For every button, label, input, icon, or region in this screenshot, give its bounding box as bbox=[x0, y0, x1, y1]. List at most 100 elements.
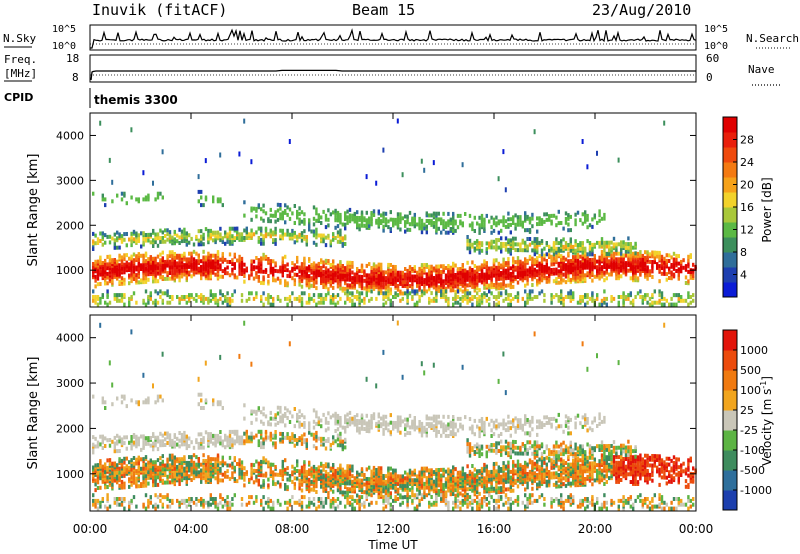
power-cell bbox=[370, 211, 373, 215]
power-cell bbox=[557, 280, 560, 285]
power-cell bbox=[404, 267, 407, 271]
power-cell bbox=[500, 282, 503, 287]
power-cell bbox=[176, 239, 179, 244]
power-cell bbox=[507, 217, 510, 222]
power-cell bbox=[663, 266, 666, 271]
power-cell bbox=[672, 293, 676, 298]
power-cell bbox=[298, 298, 301, 303]
power-cell bbox=[514, 236, 517, 241]
power-cell bbox=[639, 253, 642, 258]
power-cell bbox=[281, 265, 284, 270]
power-cell bbox=[161, 298, 164, 303]
power-cell bbox=[365, 224, 368, 228]
power-cell bbox=[605, 276, 608, 281]
velocity-cell bbox=[202, 502, 205, 507]
power-cell bbox=[495, 284, 498, 289]
power-cell bbox=[120, 259, 124, 264]
power-cell bbox=[389, 268, 392, 273]
velocity-cells bbox=[92, 320, 697, 511]
power-cell bbox=[101, 242, 104, 247]
power-cell bbox=[471, 221, 474, 226]
power-cell bbox=[207, 228, 210, 233]
power-cell bbox=[567, 243, 570, 247]
power-cell bbox=[689, 275, 692, 280]
power-cell bbox=[598, 213, 601, 218]
power-cell bbox=[411, 216, 414, 221]
power-cell bbox=[178, 253, 181, 258]
power-cell bbox=[406, 298, 409, 303]
power-cell bbox=[370, 216, 373, 221]
power-cell bbox=[509, 238, 512, 243]
power-cell bbox=[622, 253, 625, 258]
power-cell bbox=[447, 219, 450, 224]
velocity-cell bbox=[291, 432, 294, 437]
velocity-cell bbox=[250, 435, 253, 440]
power-cell bbox=[567, 274, 570, 279]
velocity-cell bbox=[161, 478, 164, 483]
power-cell bbox=[123, 253, 126, 258]
power-cell bbox=[104, 258, 107, 263]
velocity-cell bbox=[164, 431, 167, 436]
power-cell bbox=[584, 302, 587, 307]
velocity-cell bbox=[142, 440, 145, 445]
velocity-cell bbox=[185, 460, 188, 465]
power-cell bbox=[202, 264, 205, 269]
velocity-cell bbox=[113, 441, 116, 446]
power-cell bbox=[632, 298, 635, 303]
power-cell bbox=[648, 273, 652, 278]
power-cell bbox=[197, 295, 200, 299]
velocity-cell bbox=[140, 434, 143, 439]
power-cell bbox=[629, 291, 632, 296]
site-title: Inuvik (fitACF) bbox=[92, 1, 227, 19]
power-cell bbox=[101, 261, 104, 265]
power-cell bbox=[682, 265, 685, 270]
power-cell bbox=[293, 263, 296, 268]
velocity-cell bbox=[219, 493, 222, 498]
power-cell bbox=[120, 191, 124, 196]
power-cell bbox=[209, 268, 212, 273]
power-cell bbox=[106, 281, 109, 286]
velocity-cell bbox=[176, 436, 179, 441]
power-cell bbox=[262, 275, 265, 280]
power-cell bbox=[596, 293, 599, 298]
velocity-cell bbox=[159, 439, 162, 444]
power-cell bbox=[104, 203, 107, 208]
power-cell bbox=[536, 222, 539, 227]
velocity-cell bbox=[96, 440, 100, 445]
velocity-cell bbox=[120, 470, 124, 475]
velocity-cell bbox=[190, 440, 193, 445]
power-cell bbox=[569, 259, 572, 263]
power-cell bbox=[689, 253, 692, 258]
power-cell bbox=[567, 295, 570, 299]
velocity-cell bbox=[118, 435, 121, 440]
power-cell bbox=[488, 289, 491, 294]
velocity-cell bbox=[233, 456, 236, 461]
velocity-cell bbox=[298, 486, 301, 491]
power-cell bbox=[519, 218, 522, 223]
noise-left-tick-high: 10^5 bbox=[52, 24, 76, 35]
power-cell bbox=[632, 302, 635, 307]
power-colorbar-swatch bbox=[723, 222, 737, 238]
power-cell bbox=[324, 243, 328, 248]
power-cell bbox=[579, 264, 582, 269]
velocity-cell bbox=[209, 478, 212, 483]
power-cell bbox=[286, 302, 289, 307]
velocity-cell bbox=[164, 480, 167, 485]
power-cell bbox=[135, 197, 138, 202]
power-cell bbox=[260, 216, 263, 221]
velocity-cell bbox=[132, 476, 136, 481]
power-cell bbox=[353, 211, 356, 216]
power-cell bbox=[552, 267, 556, 272]
power-cell bbox=[538, 222, 541, 226]
power-cell bbox=[156, 191, 160, 196]
power-cell bbox=[276, 217, 280, 222]
power-cell bbox=[372, 281, 376, 286]
velocity-cell bbox=[255, 417, 258, 422]
power-cell bbox=[351, 213, 354, 218]
velocity-cell bbox=[137, 465, 140, 470]
power-cell bbox=[557, 269, 560, 274]
power-cell bbox=[586, 225, 589, 230]
power-cell bbox=[526, 244, 529, 249]
power-cell bbox=[497, 230, 500, 235]
